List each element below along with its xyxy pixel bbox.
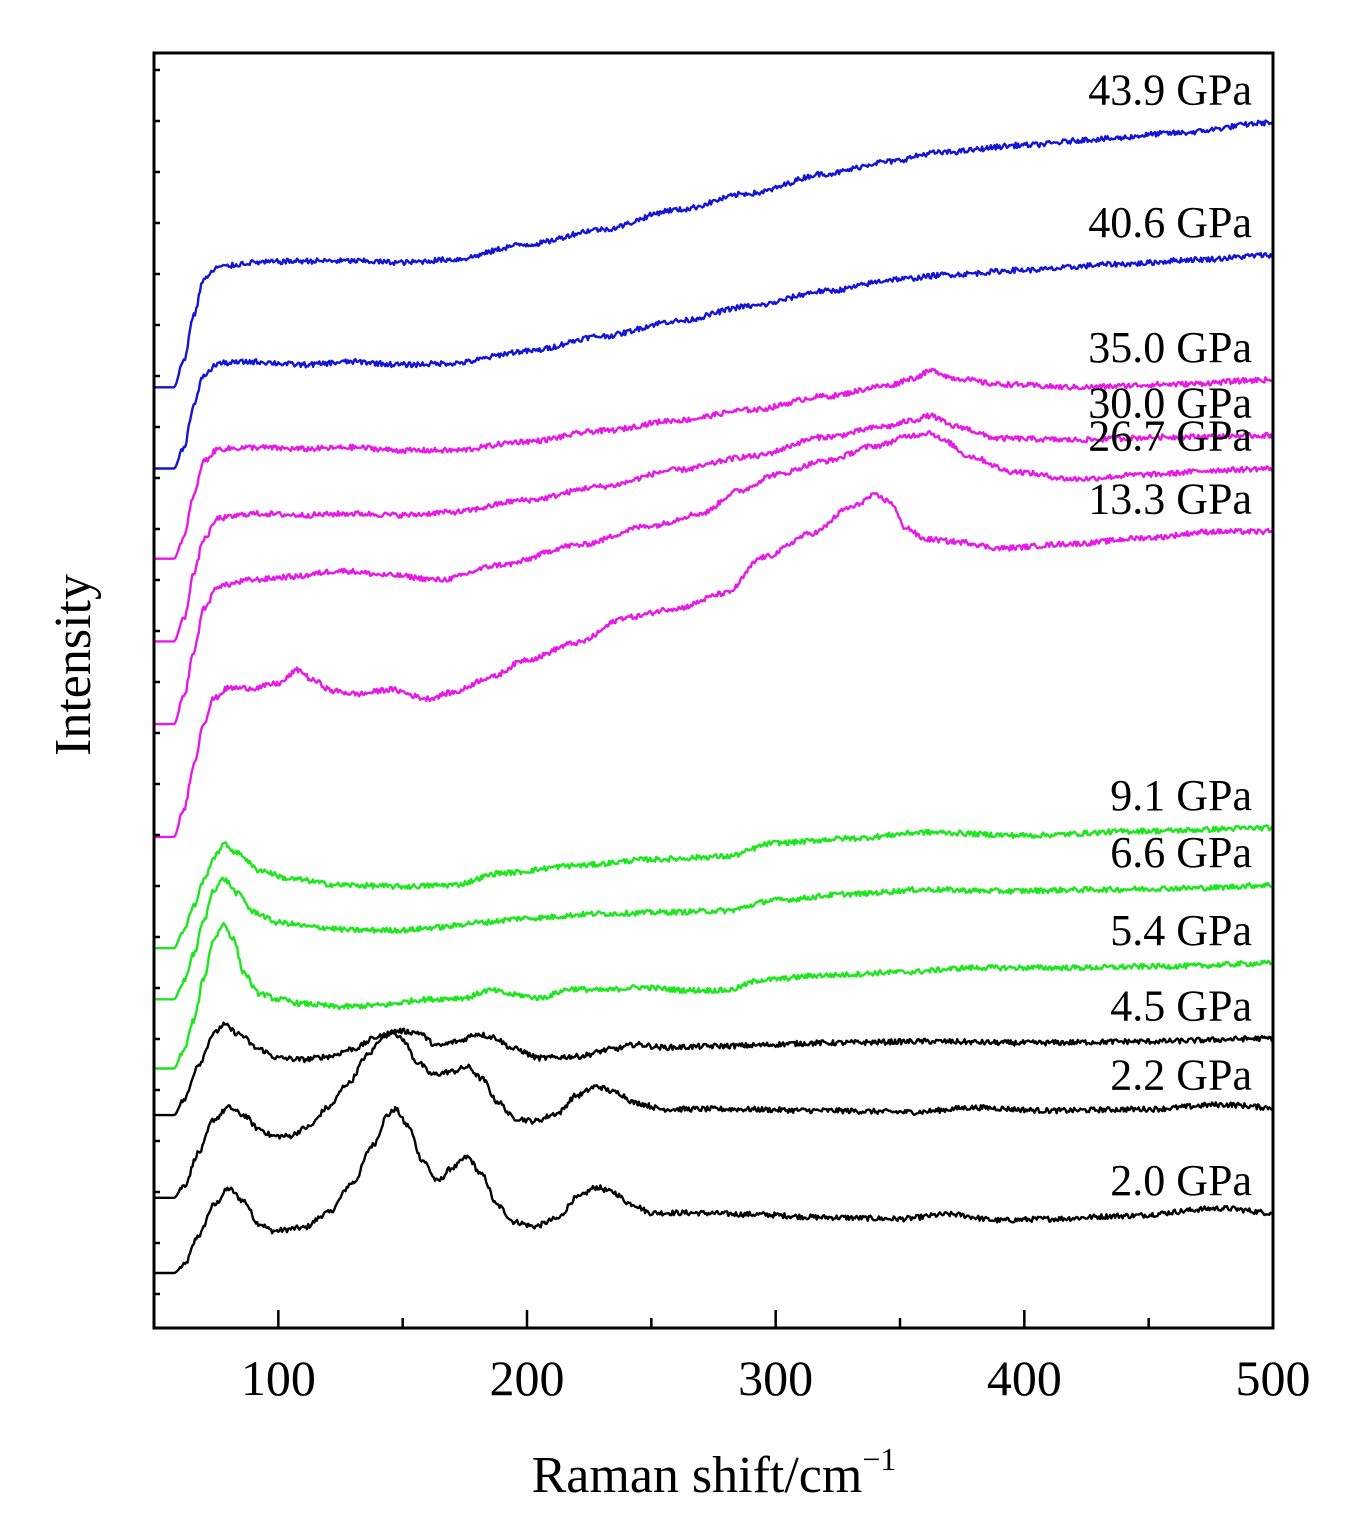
series-line-6_6-GPa [154,876,1274,1001]
series-line-5_4-GPa [154,921,1274,1070]
x-axis-title-superscript: −1 [862,1441,896,1477]
series-label-13_3-GPa: 13.3 GPa [1088,475,1252,524]
x-axis-title: Raman shift/cm−1 [532,1441,897,1504]
x-axis-title-text: Raman shift/cm [532,1447,863,1504]
x-tick-label: 400 [987,1350,1062,1406]
series-line-43_9-GPa [154,119,1275,389]
x-tick-labels: 100 200 300 400 500 [241,1350,1311,1406]
series-traces [154,119,1275,1275]
series-label-35_0-GPa: 35.0 GPa [1088,323,1252,372]
series-labels: 2.0 GPa 2.2 GPa 4.5 GPa 5.4 GPa 6.6 GPa 9.1 G… [1088,66,1252,1205]
axis-ticks [154,68,1275,1328]
series-label-26_7-GPa: 26.7 GPa [1088,412,1252,461]
series-line-26_7-GPa [154,430,1275,726]
series-line-9_1-GPa [154,824,1274,950]
series-label-43_9-GPa: 43.9 GPa [1088,66,1252,115]
series-label-40_6-GPa: 40.6 GPa [1088,198,1252,247]
series-label-2_2-GPa: 2.2 GPa [1110,1051,1252,1100]
series-line-40_6-GPa [154,251,1275,470]
series-line-2_0-GPa [154,1105,1274,1275]
series-label-9_1-GPa: 9.1 GPa [1110,771,1252,820]
series-label-4_5-GPa: 4.5 GPa [1110,981,1252,1030]
series-line-4_5-GPa [154,1021,1275,1117]
series-line-35_0-GPa [154,367,1275,560]
y-axis-title: Intensity [45,574,102,756]
series-label-6_6-GPa: 6.6 GPa [1110,828,1252,877]
x-tick-label: 300 [738,1350,813,1406]
x-tick-label: 500 [1236,1350,1311,1406]
series-line-13_3-GPa [154,492,1273,839]
x-tick-label: 100 [241,1350,316,1406]
series-label-2_0-GPa: 2.0 GPa [1110,1156,1252,1205]
series-line-30_0-GPa [154,412,1275,643]
series-label-5_4-GPa: 5.4 GPa [1110,906,1252,955]
x-tick-label: 200 [490,1350,565,1406]
series-label-30_0-GPa: 30.0 GPa [1088,378,1252,427]
series-line-2_2-GPa [154,1029,1274,1199]
plot-frame [152,51,1275,1330]
